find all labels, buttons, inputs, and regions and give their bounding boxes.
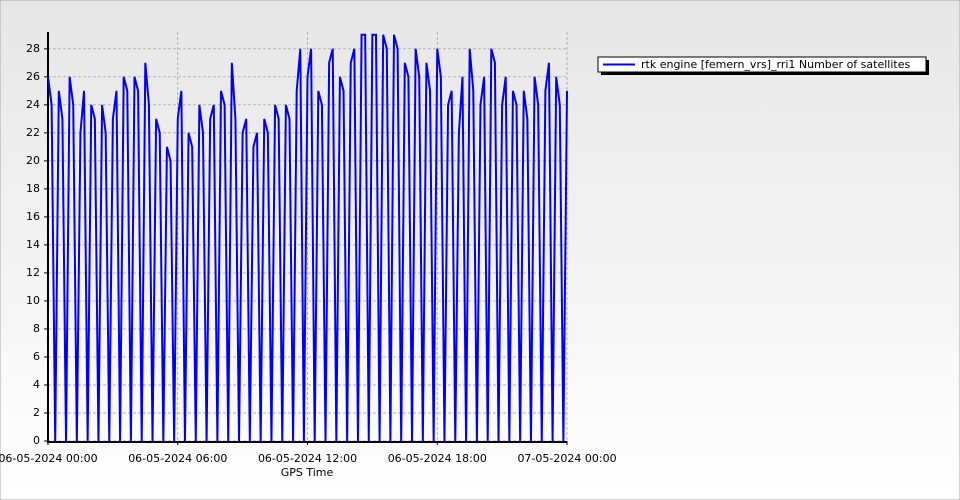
x-tick-label: 06-05-2024 06:00 [128, 452, 227, 465]
y-tick-label: 8 [33, 322, 40, 335]
x-tick-label: 06-05-2024 00:00 [0, 452, 98, 465]
legend-label: rtk engine [femern_vrs]_rri1 Number of s… [641, 58, 910, 71]
y-tick-label: 18 [26, 182, 40, 195]
x-axis-label: GPS Time [281, 466, 334, 479]
y-tick-label: 14 [26, 238, 40, 251]
y-tick-label: 0 [33, 434, 40, 447]
x-tick-label: 07-05-2024 00:00 [517, 452, 616, 465]
y-tick-label: 12 [26, 266, 40, 279]
y-tick-label: 16 [26, 210, 40, 223]
legend-box [597, 56, 927, 73]
y-tick-label: 10 [26, 294, 40, 307]
x-tick-label: 06-05-2024 12:00 [258, 452, 357, 465]
series-line [47, 33, 568, 442]
y-tick-label: 24 [26, 98, 40, 111]
y-tick-label: 28 [26, 42, 40, 55]
y-tick-label: 22 [26, 126, 40, 139]
x-tick-label: 06-05-2024 18:00 [388, 452, 487, 465]
y-tick-label: 6 [33, 350, 40, 363]
y-tick-label: 2 [33, 406, 40, 419]
y-tick-label: 26 [26, 70, 40, 83]
y-tick-label: 20 [26, 154, 40, 167]
y-tick-label: 4 [33, 378, 40, 391]
